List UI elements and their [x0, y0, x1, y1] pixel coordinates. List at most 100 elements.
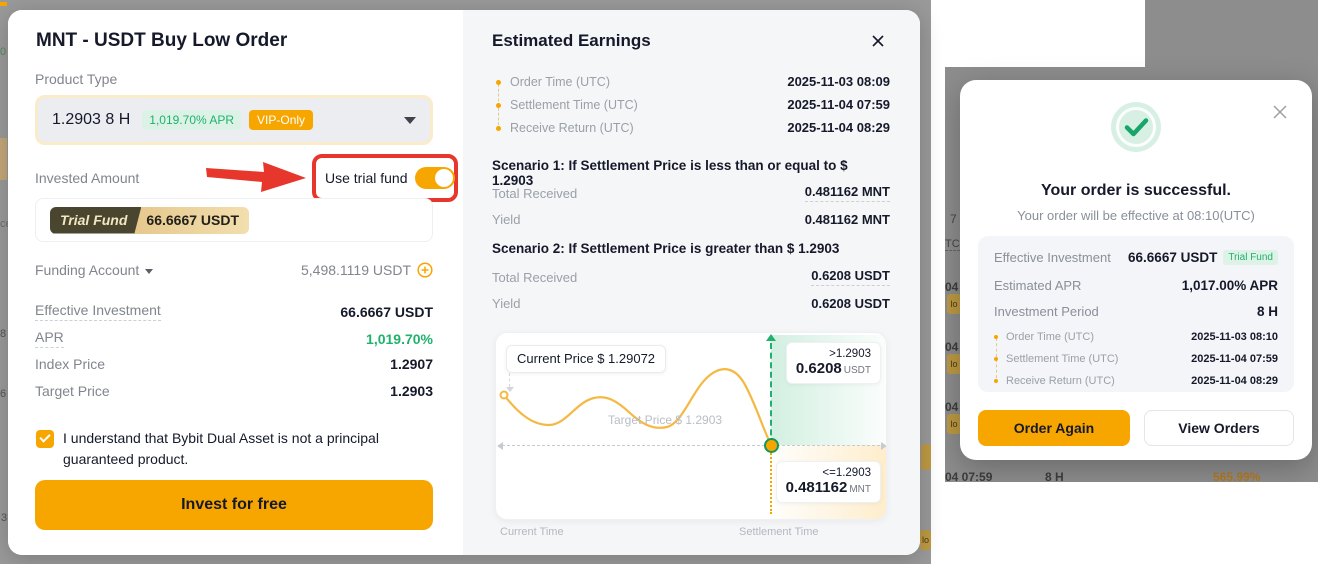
timeline-dot: [496, 126, 501, 131]
backdrop-fragment-gold-cell: lo: [947, 294, 961, 314]
summary-row: APR 1,019.70%: [35, 329, 433, 348]
index-price-label: Index Price: [35, 356, 106, 372]
product-type-select[interactable]: 1.2903 8 H 1,019.70% APR VIP-Only: [35, 95, 433, 145]
invest-for-free-button[interactable]: Invest for free: [35, 480, 433, 530]
annotation-arrow-icon: [206, 162, 306, 192]
scenario-row: Total Received 0.6208 USDT: [492, 268, 890, 286]
price-curve: [499, 368, 772, 446]
timeline-dot: [994, 357, 998, 361]
chevron-down-icon: [404, 116, 416, 124]
use-trial-fund-label: Use trial fund: [325, 170, 408, 186]
backdrop-fragment: 8: [0, 328, 7, 340]
settlement-time-value: 2025-11-04 07:59: [1191, 353, 1278, 365]
dual-asset-order-dialog: MNT - USDT Buy Low Order Product Type 1.…: [8, 10, 920, 555]
timeline-row: Receive Return (UTC) 2025-11-04 08:29: [510, 120, 890, 135]
trial-fund-tag: Trial Fund: [50, 207, 141, 234]
total-received-label: Total Received: [492, 185, 578, 201]
backdrop-fragment: TC: [945, 238, 960, 251]
backdrop-fragment: 565.99%: [1213, 470, 1261, 482]
settlement-time-label: Settlement Time (UTC): [510, 97, 638, 112]
agreement-checkbox[interactable]: [36, 430, 54, 448]
apr-label: APR: [35, 329, 64, 348]
investment-period-label: Investment Period: [994, 304, 1099, 319]
effective-investment-label: Effective Investment: [35, 302, 161, 321]
total-received-value: 0.481162 MNT: [804, 184, 890, 202]
use-trial-fund-toggle[interactable]: [415, 167, 456, 189]
backdrop-fragment: lo: [950, 299, 958, 309]
view-orders-button[interactable]: View Orders: [1144, 410, 1294, 446]
timeline-row: Order Time (UTC) 2025-11-03 08:10: [1006, 331, 1278, 343]
index-price-value: 1.2907: [390, 356, 433, 372]
timeline-row: Settlement Time (UTC) 2025-11-04 07:59: [510, 97, 890, 112]
detail-row: Estimated APR 1,017.00% APR: [994, 278, 1278, 293]
target-price-chart-label: Target Price $ 1.2903: [608, 413, 723, 427]
upper-outcome-box: >1.2903 0.6208 USDT: [785, 342, 881, 384]
order-time-label: Order Time (UTC): [510, 74, 610, 89]
dimmed-backdrop-right: 7 TC 04 lo 04 lo 04 lo 04 07:59 8 H 565.…: [945, 0, 1318, 482]
settlement-time-value: 2025-11-04 07:59: [787, 97, 890, 112]
backdrop-fragment: 04: [945, 400, 959, 414]
toggle-knob: [435, 169, 454, 187]
total-received-label: Total Received: [492, 269, 578, 285]
trial-fund-badge: Trial Fund: [1223, 250, 1278, 265]
close-icon[interactable]: [871, 34, 885, 48]
summary-row: Index Price 1.2907: [35, 356, 433, 372]
settlement-point: [764, 438, 779, 453]
target-price-line: [502, 445, 880, 446]
backdrop-fragment-gold-cell: lo: [947, 354, 961, 374]
backdrop-fragment: 04: [945, 280, 959, 294]
lower-unit: MNT: [849, 484, 871, 495]
backdrop-fragment: 6: [0, 388, 7, 400]
use-trial-fund-annotation-box: Use trial fund: [312, 154, 458, 202]
total-received-value: 0.6208 USDT: [811, 268, 890, 286]
trial-fund-amount: 66.6667 USDT: [134, 206, 250, 234]
backdrop-fragment: 0: [0, 46, 7, 58]
line-arrow-right-icon: [881, 442, 886, 450]
timeline-row: Settlement Time (UTC) 2025-11-04 07:59: [1006, 353, 1278, 365]
backdrop-fragment: 04 07:59: [945, 470, 993, 482]
current-price-label: Current Price $ 1.29072: [506, 345, 667, 373]
investment-period-value: 8 H: [1256, 304, 1278, 319]
x-axis-current-time: Current Time: [500, 526, 564, 538]
upper-condition: >1.2903: [829, 348, 871, 360]
settlement-line-up: [770, 343, 772, 445]
order-again-button[interactable]: Order Again: [978, 410, 1130, 446]
product-value: 1.2903 8 H: [52, 111, 131, 128]
backdrop-fragment: lo: [921, 535, 929, 545]
success-subtitle: Your order will be effective at 08:10(UT…: [1017, 208, 1255, 223]
scenario-row: Yield 0.481162 MNT: [492, 212, 890, 227]
scenario2-heading: Scenario 2: If Settlement Price is great…: [492, 241, 840, 256]
product-type-label: Product Type: [35, 71, 118, 87]
backdrop-fragment-gold-cell: lo: [920, 530, 931, 550]
yield-value: 0.481162 MNT: [804, 212, 890, 227]
lower-condition: <=1.2903: [822, 467, 871, 479]
lower-outcome-box: <=1.2903 0.481162 MNT: [775, 461, 881, 503]
x-axis-settlement-time: Settlement Time: [739, 526, 819, 538]
lower-value: 0.481162: [785, 479, 848, 496]
receive-return-value: 2025-11-04 08:29: [1191, 375, 1278, 387]
backdrop-fragment: 04: [945, 340, 959, 354]
effective-investment-value: 66.6667 USDT: [1128, 250, 1218, 265]
effective-investment-label: Effective Investment: [994, 250, 1111, 265]
detail-row: Effective Investment 66.6667 USDT Trial F…: [994, 250, 1278, 265]
backdrop-fragment-orange-bar: [0, 2, 7, 6]
apr-badge: 1,019.70% APR: [142, 110, 242, 130]
timeline-dot: [994, 379, 998, 383]
scenario-row: Total Received 0.481162 MNT: [492, 184, 890, 202]
upper-value: 0.6208: [795, 360, 842, 377]
close-icon[interactable]: [1272, 104, 1288, 120]
receive-return-label: Receive Return (UTC): [510, 120, 634, 135]
chevron-down-icon: [145, 268, 154, 274]
scenario-row: Yield 0.6208 USDT: [492, 296, 890, 311]
transfer-plus-icon[interactable]: [417, 262, 433, 278]
check-icon: [1124, 118, 1149, 137]
vip-only-badge: VIP-Only: [249, 110, 314, 130]
order-form-pane: MNT - USDT Buy Low Order Product Type 1.…: [8, 10, 463, 555]
apr-value: 1,019.70%: [366, 330, 433, 347]
invested-amount-label: Invested Amount: [35, 170, 140, 186]
invested-amount-input[interactable]: Trial Fund 66.6667 USDT: [35, 198, 433, 242]
backdrop-fragment-gold-cell: lo: [947, 414, 961, 434]
funding-account-dropdown[interactable]: Funding Account: [35, 262, 154, 278]
backdrop-fragment-gold-cell: [921, 444, 931, 470]
